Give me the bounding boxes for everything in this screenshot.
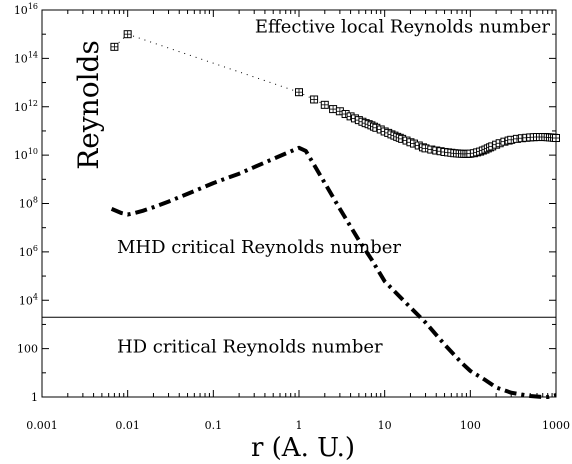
y-tick-label: 1014: [14, 50, 38, 65]
x-tick-label: 0.1: [205, 419, 223, 432]
y-tick-label: 1010: [14, 147, 38, 162]
y-tick-label: 106: [19, 244, 38, 259]
effective-reynolds-point: [320, 100, 329, 109]
effective-reynolds-point: [123, 30, 132, 39]
annotation-mhd-critical-reynolds: MHD critical Reynolds number: [117, 237, 401, 258]
y-tick-label: 100: [17, 343, 38, 356]
plot-frame: [41, 9, 557, 398]
effective-reynolds-point: [310, 95, 319, 104]
axis-ticks: [41, 9, 557, 398]
effective-reynolds-point: [329, 105, 338, 114]
effective-reynolds-point: [110, 42, 119, 51]
x-tick-label: 0.01: [115, 419, 140, 432]
effective-reynolds-point: [295, 88, 303, 97]
y-tick-label: 1: [31, 391, 38, 404]
y-tick-label: 104: [19, 292, 38, 307]
annotation-effective-reynolds: Effective local Reynolds number: [255, 16, 551, 37]
x-tick-label: 1000: [542, 419, 570, 432]
plot-marks: [42, 30, 560, 399]
y-tick-label: 108: [19, 196, 38, 211]
x-tick-label: 0.001: [26, 419, 58, 432]
tick-labels: 0.001 0.01 0.1 1 10 100 1000 1 100 104 106 108 1010 1…: [14, 2, 570, 432]
x-tick-label: 1: [296, 419, 303, 432]
y-axis-title: Reynolds: [72, 40, 105, 170]
x-axis-title: r (A. U.): [251, 433, 355, 463]
mhd-critical-curve: [110, 145, 557, 399]
y-tick-label: 1012: [14, 99, 38, 114]
annotation-hd-critical-reynolds: HD critical Reynolds number: [117, 336, 383, 357]
x-tick-label: 100: [460, 419, 481, 432]
x-tick-label: 10: [378, 419, 392, 432]
y-tick-label: 1016: [14, 2, 38, 17]
